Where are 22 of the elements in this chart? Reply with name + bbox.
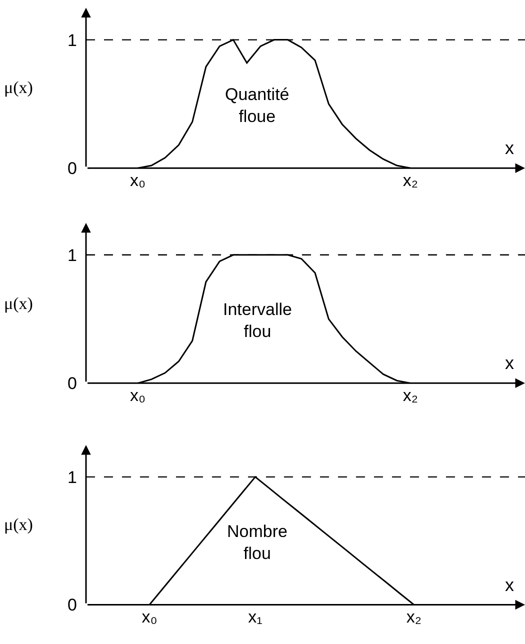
y-tick-label: 1 — [68, 30, 77, 50]
y-tick-label: 1 — [68, 468, 77, 487]
x-tick-label: x₂ — [402, 386, 418, 406]
x-tick-label: x₀ — [142, 608, 158, 627]
annotation: Intervalle flou — [223, 300, 292, 342]
x-tick-label: x₂ — [402, 171, 418, 190]
x-axis-title: x — [505, 138, 514, 158]
x-tick-label: x₀ — [130, 171, 146, 190]
x-tick-label: x₀ — [130, 386, 146, 406]
y-axis-title: μ(x) — [4, 78, 33, 97]
y-tick-label: 0 — [68, 159, 77, 178]
annotation: Nombre flou — [227, 522, 288, 564]
y-axis-title: μ(x) — [4, 515, 33, 534]
y-tick-label: 0 — [68, 596, 77, 615]
annotation: Quantité floue — [225, 85, 290, 126]
x-tick-label: x₁ — [248, 608, 263, 627]
x-axis-title: x — [505, 575, 514, 595]
y-tick-label: 1 — [68, 246, 77, 265]
y-tick-label: 0 — [68, 374, 77, 394]
y-axis-title: μ(x) — [4, 294, 33, 313]
x-tick-label: x₂ — [406, 608, 422, 627]
x-axis-title: x — [505, 353, 514, 373]
